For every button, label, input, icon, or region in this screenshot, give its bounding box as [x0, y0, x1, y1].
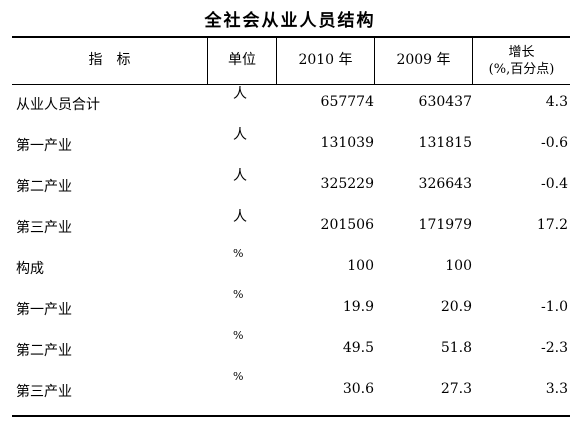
- row-name: 构成: [16, 261, 44, 277]
- row-unit: %: [233, 288, 244, 301]
- table-row: 第三产业 % 30.6 27.3 3.3: [0, 370, 580, 413]
- table-row: 从业人员合计 人 657774 630437 4.3: [0, 85, 580, 126]
- row-growth: 4.3: [545, 94, 568, 110]
- header-growth-line2: (%,百分点): [488, 61, 555, 77]
- row-unit: %: [233, 247, 244, 260]
- row-value-2009: 131815: [418, 135, 472, 151]
- row-name: 第一产业: [16, 138, 72, 154]
- table-row: 第三产业 人 201506 171979 17.2: [0, 208, 580, 249]
- row-growth: -0.4: [541, 176, 568, 192]
- header-divider: [207, 37, 208, 84]
- row-growth: 17.2: [536, 217, 568, 233]
- table-row: 第一产业 人 131039 131815 -0.6: [0, 126, 580, 167]
- table-row: 构成 % 100 100: [0, 247, 580, 290]
- table-row: 第一产业 % 19.9 20.9 -1.0: [0, 288, 580, 331]
- row-growth: -0.6: [541, 135, 568, 151]
- header-divider: [374, 37, 375, 84]
- row-unit: 人: [233, 86, 247, 102]
- row-unit: 人: [233, 168, 247, 184]
- row-value-2010: 100: [347, 258, 374, 274]
- row-unit: %: [233, 370, 244, 383]
- header-growth-line1: 增长: [508, 44, 535, 60]
- table-title: 全社会从业人员结构: [204, 11, 376, 31]
- row-value-2010: 325229: [320, 176, 374, 192]
- row-value-2009: 27.3: [440, 381, 472, 397]
- header-unit: 单位: [228, 52, 256, 68]
- row-unit: 人: [233, 127, 247, 143]
- table-row: 第二产业 人 325229 326643 -0.4: [0, 167, 580, 208]
- header-divider: [472, 37, 473, 84]
- row-value-2009: 326643: [418, 176, 472, 192]
- row-value-2010: 30.6: [342, 381, 374, 397]
- row-value-2010: 131039: [320, 135, 374, 151]
- row-value-2009: 100: [445, 258, 472, 274]
- row-unit: 人: [233, 209, 247, 225]
- row-growth: -2.3: [541, 340, 568, 356]
- header-2010: 2010 年: [298, 52, 353, 68]
- row-name: 从业人员合计: [16, 97, 100, 113]
- row-growth: -1.0: [541, 299, 568, 315]
- bottom-rule: [12, 415, 570, 417]
- row-unit: %: [233, 329, 244, 342]
- row-name: 第二产业: [16, 343, 72, 359]
- header-divider: [276, 37, 277, 84]
- row-name: 第三产业: [16, 384, 72, 400]
- header-indicator: 指 标: [88, 52, 131, 68]
- header-growth: 增长 (%,百分点): [473, 37, 570, 84]
- row-name: 第一产业: [16, 302, 72, 318]
- row-value-2010: 657774: [320, 94, 374, 110]
- row-value-2009: 171979: [418, 217, 472, 233]
- header-rule: [12, 84, 570, 85]
- table-row: 第二产业 % 49.5 51.8 -2.3: [0, 329, 580, 372]
- row-name: 第二产业: [16, 179, 72, 195]
- row-value-2009: 51.8: [440, 340, 472, 356]
- header-2009: 2009 年: [396, 52, 451, 68]
- row-name: 第三产业: [16, 220, 72, 236]
- top-rule: [12, 36, 570, 38]
- row-value-2009: 630437: [418, 94, 472, 110]
- row-value-2010: 19.9: [342, 299, 374, 315]
- row-value-2010: 49.5: [342, 340, 374, 356]
- row-value-2010: 201506: [320, 217, 374, 233]
- row-value-2009: 20.9: [440, 299, 472, 315]
- row-growth: 3.3: [545, 381, 568, 397]
